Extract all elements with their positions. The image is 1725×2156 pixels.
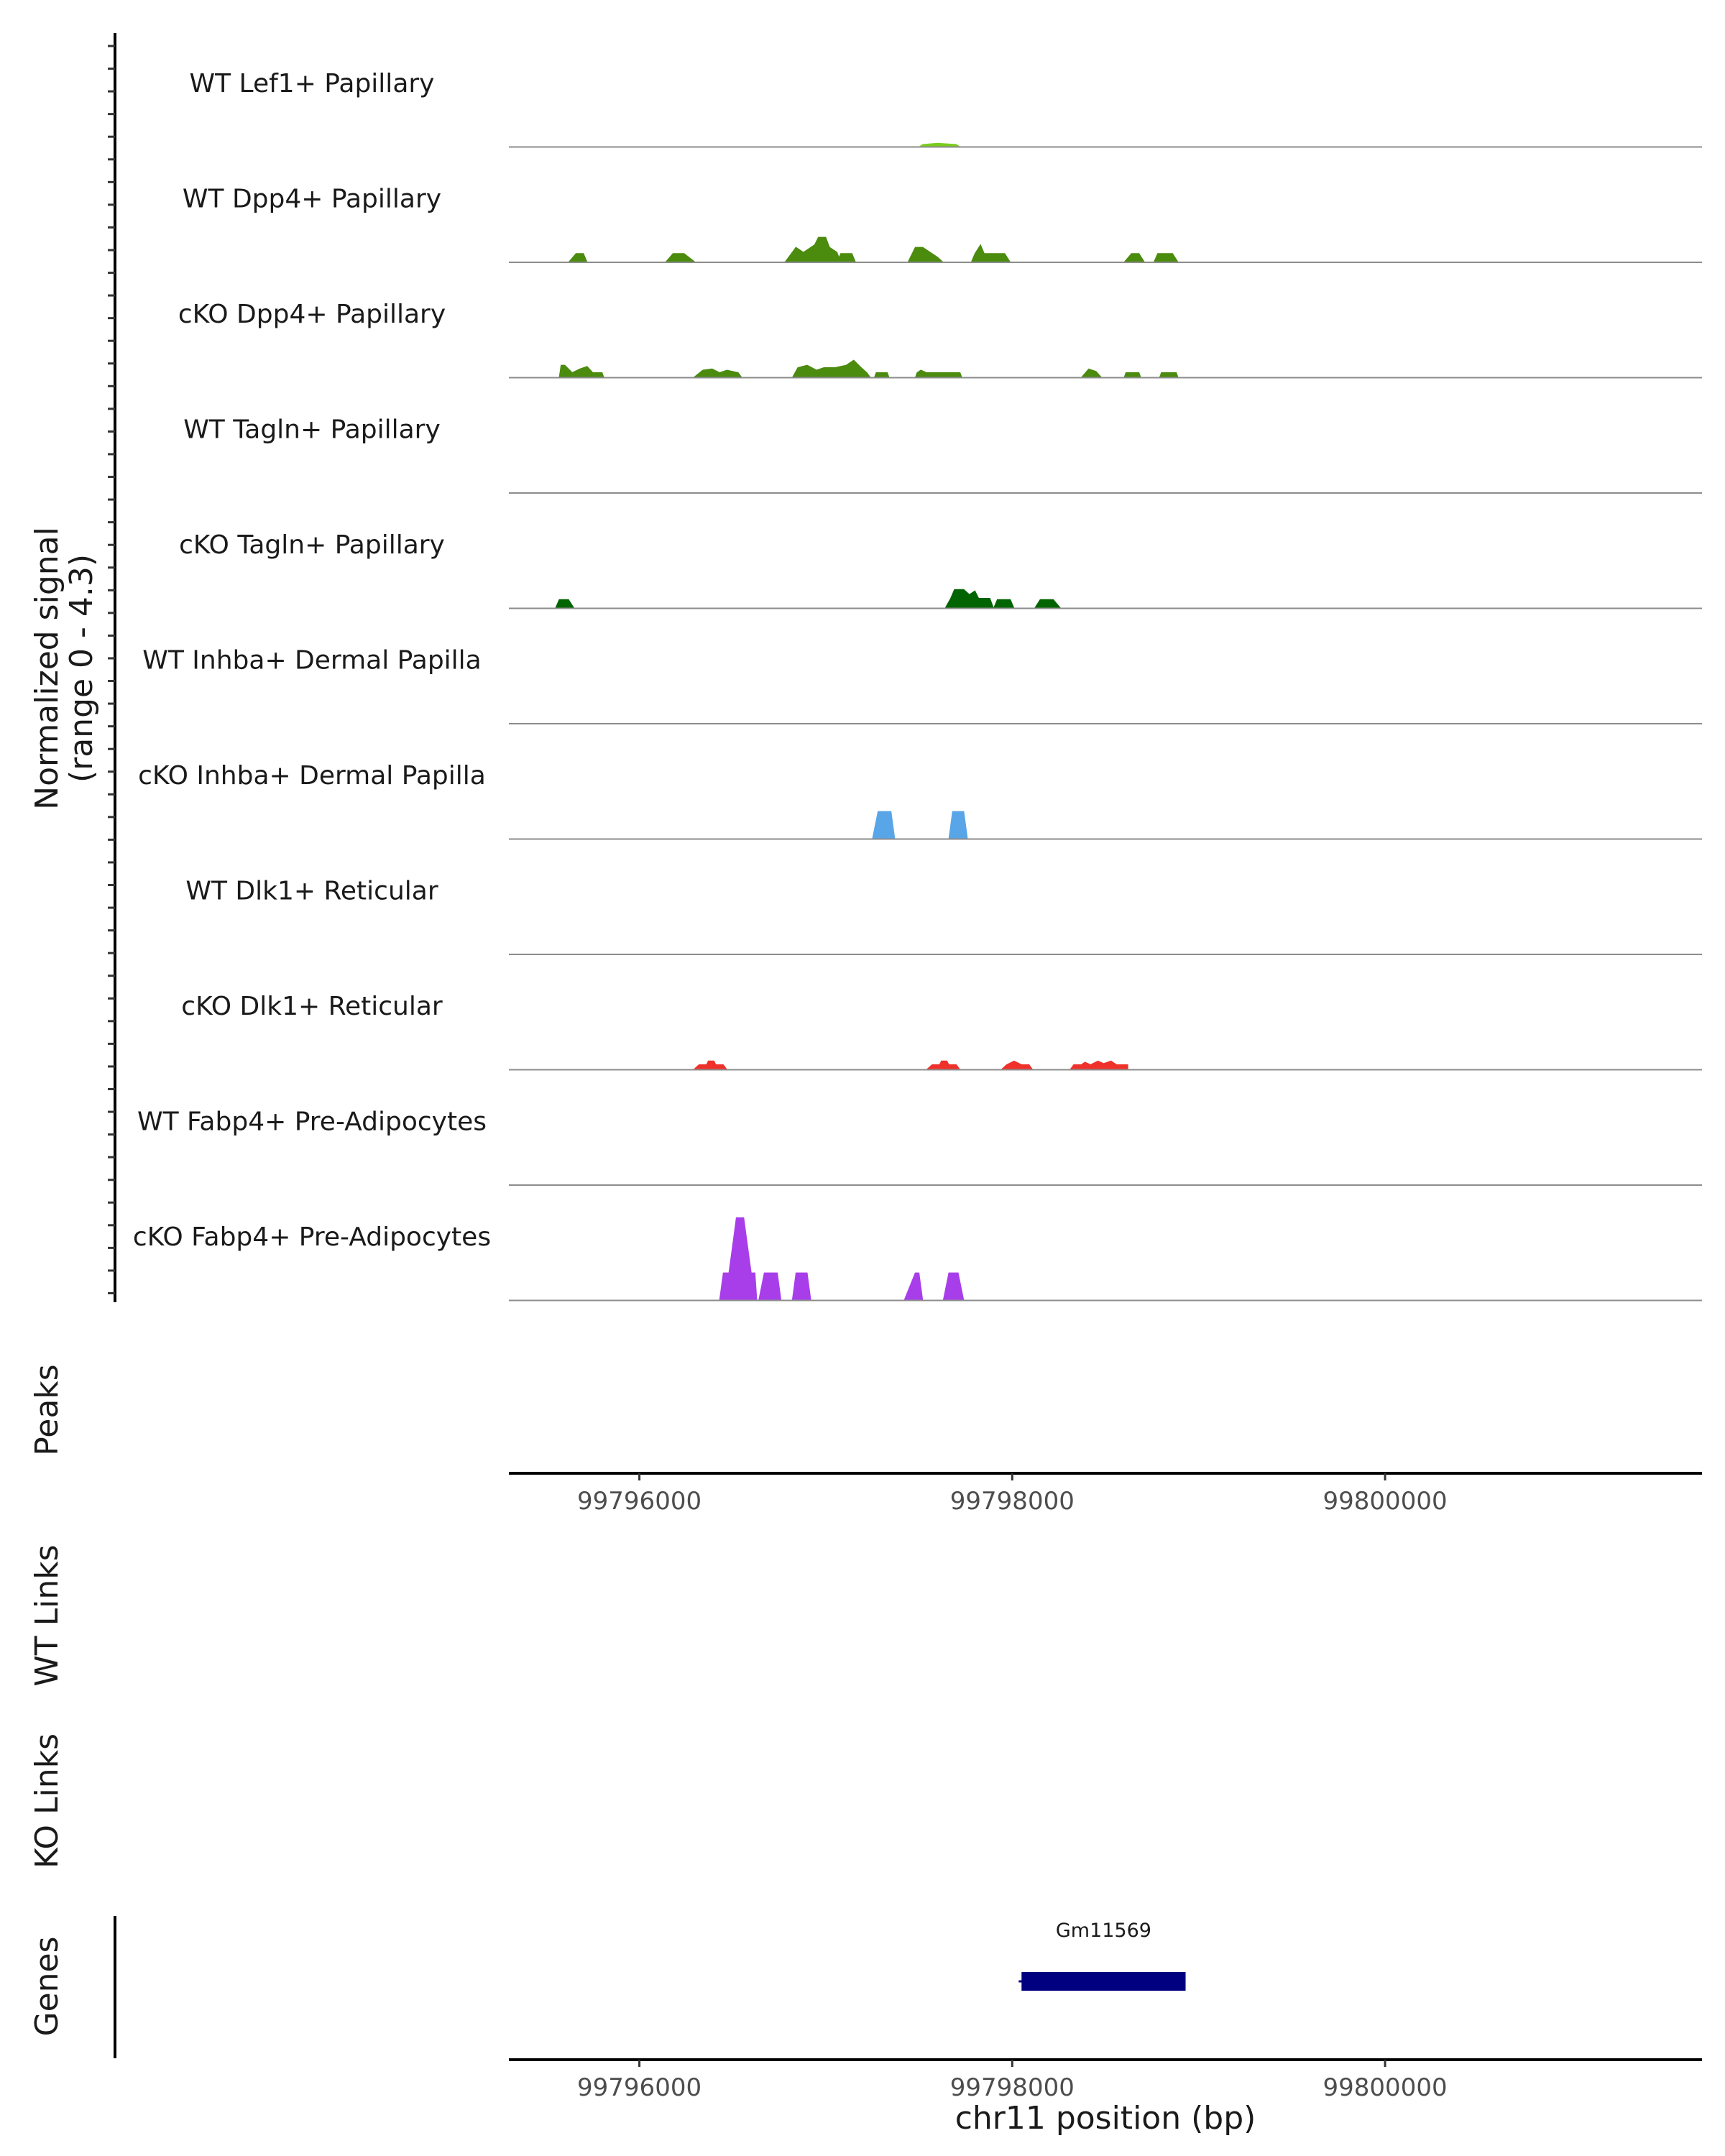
track-label: cKO Fabp4+ Pre-Adipocytes	[133, 1222, 491, 1252]
track-2: WT Dpp4+ Papillary	[183, 185, 1702, 263]
signal-peak	[993, 599, 1015, 609]
ko-links-panel-label: KO Links	[29, 1733, 65, 1869]
track-label: cKO Dpp4+ Papillary	[178, 300, 446, 329]
signal-peak	[903, 1272, 924, 1301]
track-label: WT Fabp4+ Pre-Adipocytes	[137, 1107, 487, 1137]
track-label: cKO Dlk1+ Reticular	[181, 992, 443, 1021]
x-tick-label: 99800000	[1323, 2073, 1448, 2102]
x-tick-label: 99798000	[950, 2073, 1075, 2102]
genes-panel-label: Genes	[29, 1936, 65, 2036]
signal-peak	[783, 236, 842, 263]
signal-peak	[948, 811, 968, 839]
signal-peak	[692, 1060, 728, 1070]
signal-peak	[664, 253, 696, 263]
signal-peak	[873, 372, 890, 378]
signal-peak	[872, 811, 896, 839]
track-label: cKO Tagln+ Papillary	[179, 530, 445, 560]
track-3: cKO Dpp4+ Papillary	[178, 300, 1702, 379]
x-tick-label: 99800000	[1323, 1487, 1448, 1516]
peaks-panel-label: Peaks	[29, 1364, 65, 1455]
signal-peak	[1159, 372, 1179, 378]
signal-peak	[791, 359, 872, 378]
signal-peak	[791, 1272, 811, 1301]
signal-peak	[1080, 368, 1103, 378]
track-8: WT Dlk1+ Reticular	[185, 877, 1702, 955]
track-4: WT Tagln+ Papillary	[183, 415, 1702, 494]
x-tick-label: 99796000	[577, 2073, 702, 2102]
signal-peak	[836, 253, 857, 263]
signal-peak	[944, 589, 995, 609]
wt-links-panel-label: WT Links	[29, 1544, 65, 1686]
track-5: cKO Tagln+ Papillary	[179, 530, 1702, 609]
signal-peak	[925, 1060, 961, 1070]
coverage-tracks: WT Lef1+ Papillary WT Dpp4+ Papillary cKO …	[133, 69, 1702, 1302]
signal-peak	[1123, 253, 1146, 263]
signal-peak	[758, 1272, 782, 1301]
signal-peak	[970, 244, 1011, 263]
y-axis-title-line2: (range 0 - 4.3)	[63, 554, 100, 783]
signal-peak	[1000, 1060, 1034, 1070]
signal-peak	[567, 253, 588, 263]
y-axis-title-line1: Normalized signal	[29, 527, 65, 810]
track-label: cKO Inhba+ Dermal Papilla	[138, 761, 486, 791]
gene-name-label: Gm11569	[1056, 1920, 1151, 1942]
track-7: cKO Inhba+ Dermal Papilla	[138, 761, 1702, 840]
track-label: WT Inhba+ Dermal Papilla	[142, 646, 481, 676]
signal-peak	[914, 369, 963, 378]
track-10: WT Fabp4+ Pre-Adipocytes	[137, 1107, 1702, 1186]
signal-peak	[1153, 253, 1179, 263]
signal-peak	[942, 1272, 965, 1301]
x-axis-title: chr11 position (bp)	[955, 2100, 1256, 2137]
track-label: WT Dpp4+ Papillary	[183, 185, 441, 214]
signal-peak	[555, 599, 575, 609]
track-6: WT Inhba+ Dermal Papilla	[142, 646, 1702, 724]
track-label: WT Lef1+ Papillary	[190, 69, 435, 98]
signal-peak	[558, 364, 605, 378]
signal-peak	[719, 1217, 758, 1301]
track-label: WT Tagln+ Papillary	[183, 415, 441, 445]
signal-peak	[1069, 1060, 1128, 1070]
signal-peak	[907, 247, 944, 263]
x-tick-label: 99796000	[577, 1487, 702, 1516]
signal-peak	[692, 368, 743, 378]
track-11: cKO Fabp4+ Pre-Adipocytes	[133, 1217, 1702, 1302]
x-tick-label: 99798000	[950, 1487, 1075, 1516]
track-9: cKO Dlk1+ Reticular	[181, 992, 1702, 1071]
track-label: WT Dlk1+ Reticular	[185, 877, 438, 906]
peaks-x-axis-ticks: 99796000 99798000 99800000	[577, 1473, 1448, 1516]
signal-peak	[1034, 599, 1062, 609]
signal-y-axis	[108, 33, 116, 1302]
genes-x-axis-ticks: 99796000 99798000 99800000	[577, 2060, 1448, 2102]
signal-peak	[1123, 372, 1142, 378]
gene-annotations: Gm11569	[1018, 1920, 1186, 1991]
track-1: WT Lef1+ Papillary	[190, 69, 1702, 148]
